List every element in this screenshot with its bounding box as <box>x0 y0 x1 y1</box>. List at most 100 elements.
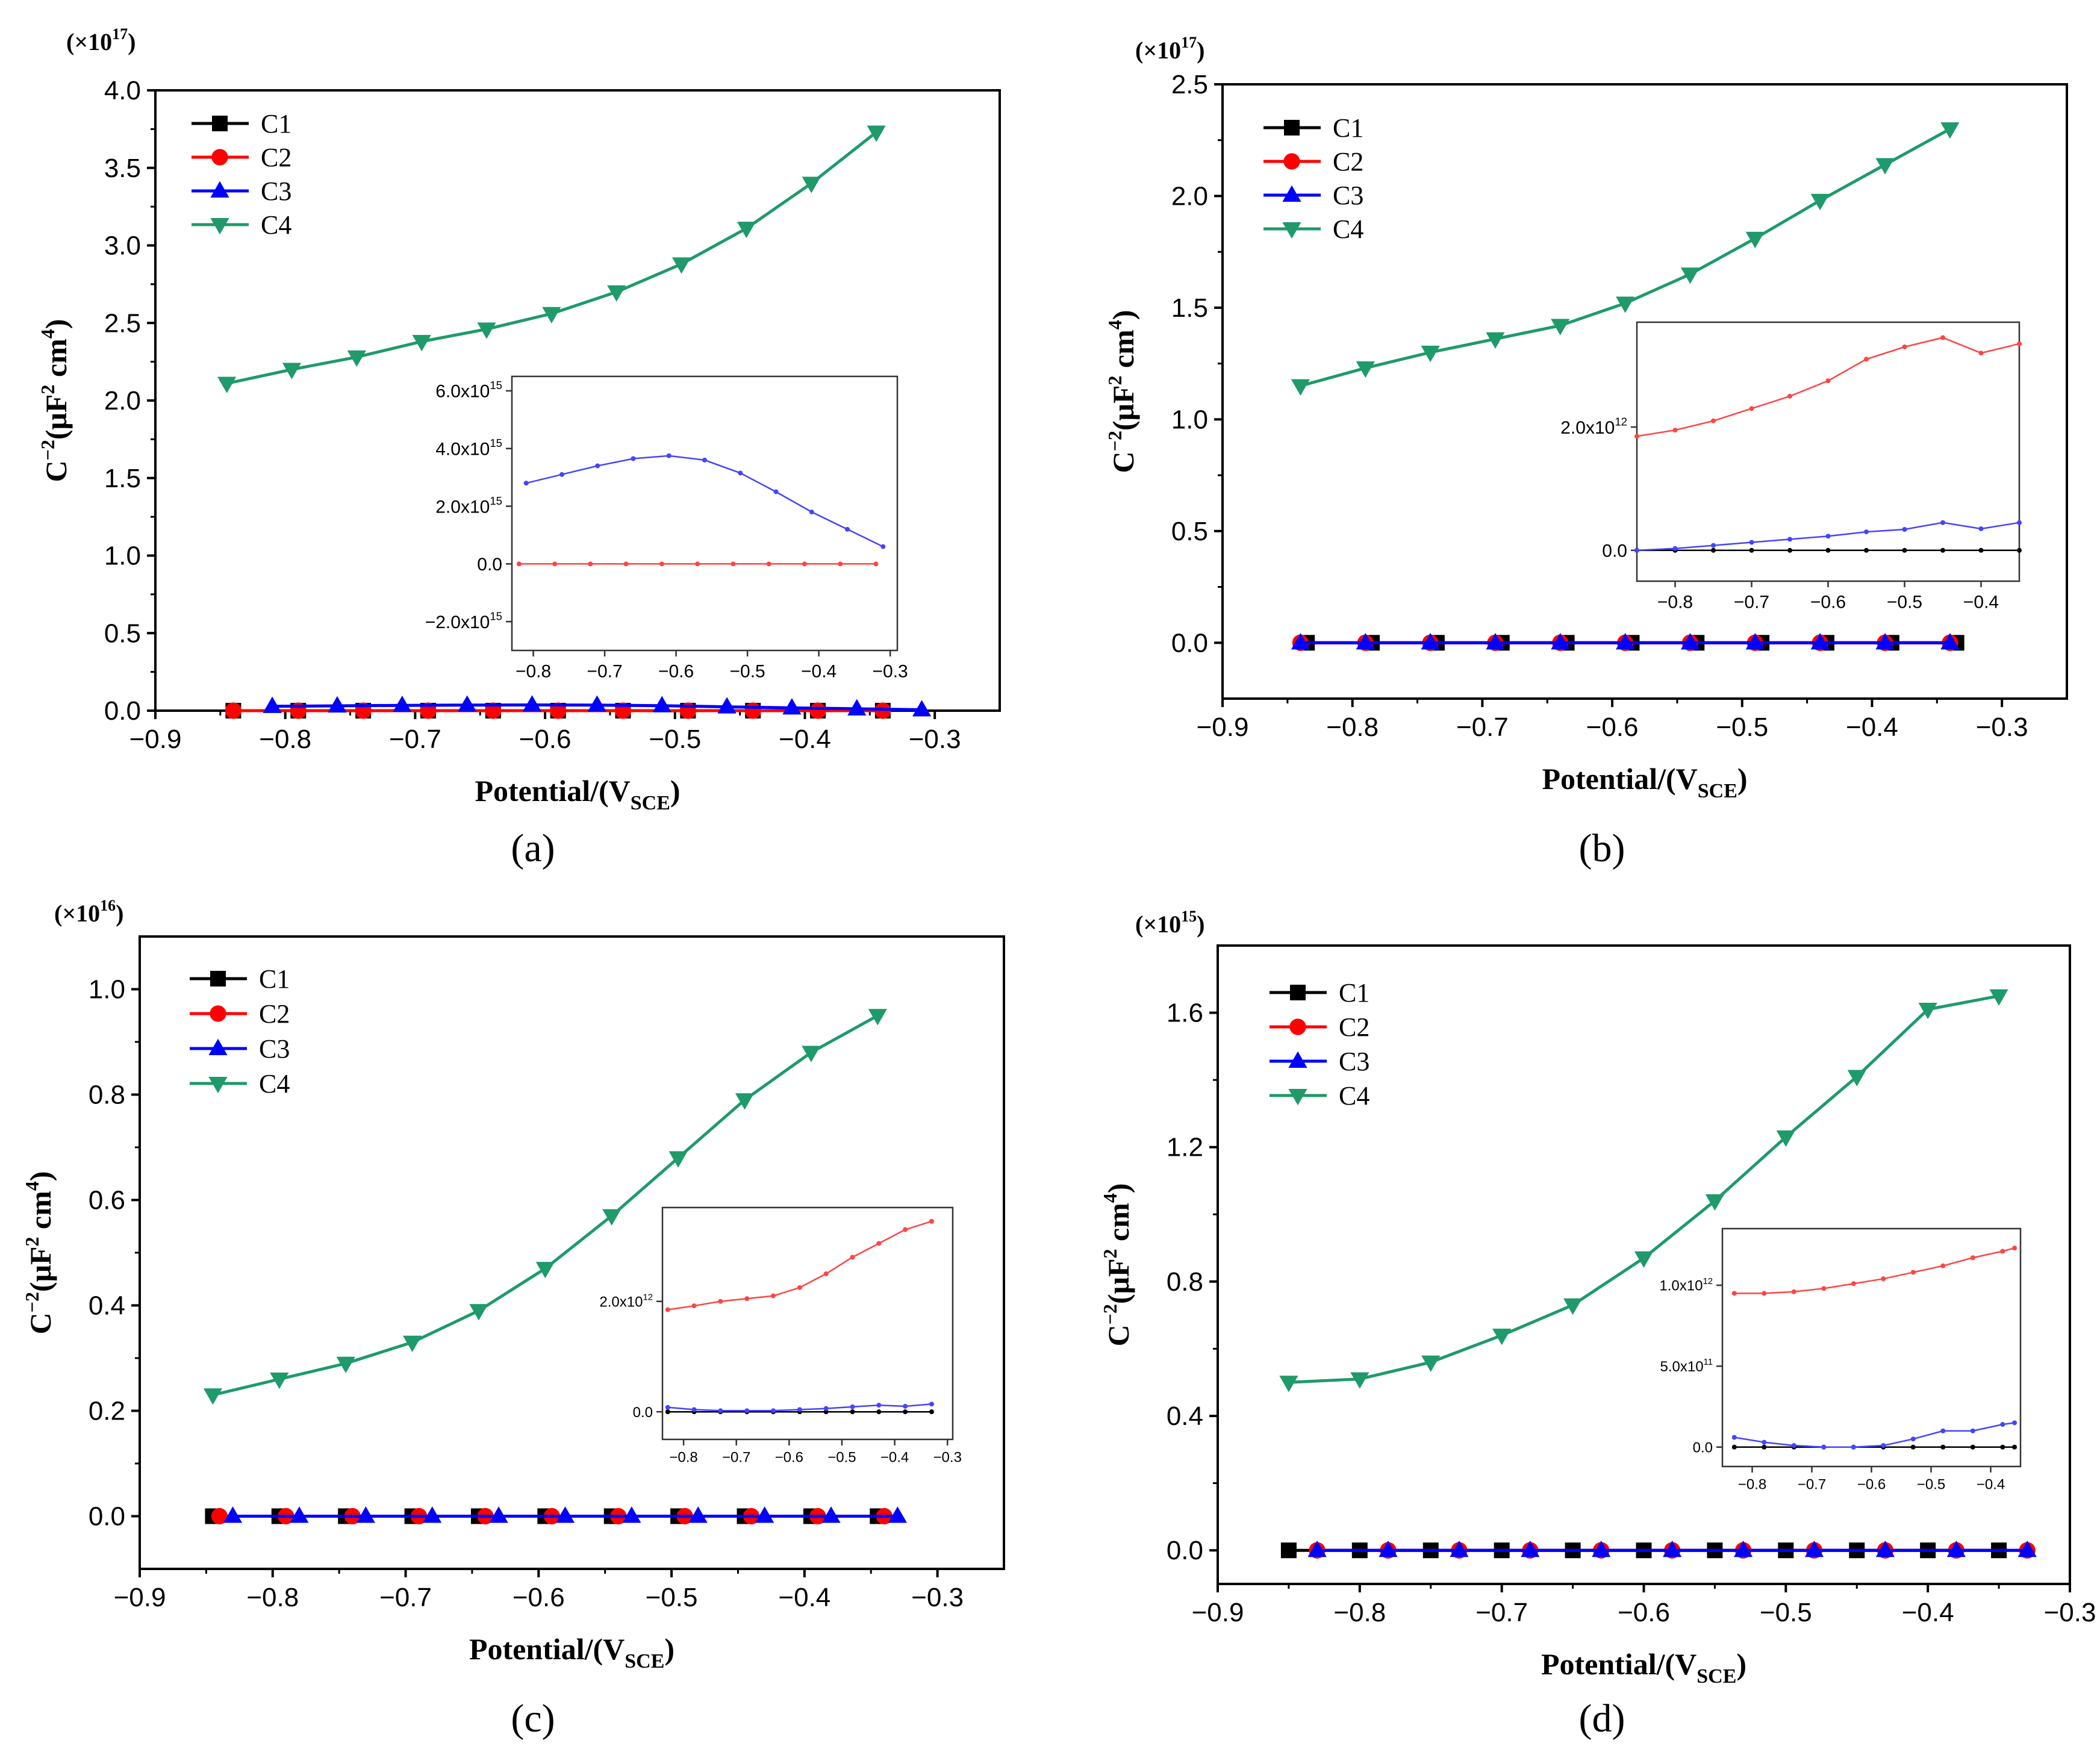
data-point <box>1486 633 1505 650</box>
inset-x-tick-label: −0.6 <box>775 1450 803 1466</box>
data-point <box>755 1506 774 1523</box>
inset-data-point <box>1825 547 1831 553</box>
y-tick-label: 0.5 <box>1171 517 1208 546</box>
inset-data-point <box>838 561 843 567</box>
inset-data-point <box>1762 1439 1767 1445</box>
inset-data-point <box>1711 547 1716 553</box>
inset-x-tick-label: −0.7 <box>1798 1477 1826 1493</box>
legend-item-c1: C1 <box>190 964 290 994</box>
data-point <box>802 1046 821 1062</box>
inset-x-tick-label: −0.6 <box>658 662 694 682</box>
x-tick-label: −0.9 <box>1192 1598 1244 1627</box>
legend-label: C3 <box>1333 181 1363 210</box>
data-point <box>1486 332 1505 349</box>
y-tick-label: 2.0 <box>1171 181 1208 211</box>
legend-item-c4: C4 <box>1263 214 1363 244</box>
inset-data-point <box>1940 335 1945 340</box>
inset-x-tick-label: −0.4 <box>801 662 837 682</box>
inset-x-tick-label: −0.8 <box>1738 1477 1766 1493</box>
data-point <box>555 1506 575 1523</box>
data-point <box>847 699 867 715</box>
inset-frame <box>511 375 899 652</box>
data-point <box>1563 1298 1583 1315</box>
x-tick-label: −0.5 <box>646 1583 698 1612</box>
inset-data-point <box>1970 1444 1975 1450</box>
data-point <box>336 1356 355 1373</box>
x-tick-label: −0.6 <box>519 725 572 754</box>
inset-data-point <box>823 1271 829 1276</box>
inset-data-point <box>659 561 664 567</box>
legend-label: C3 <box>1339 1047 1369 1076</box>
x-tick-label: −0.3 <box>909 725 961 754</box>
inset-data-point <box>1940 520 1945 525</box>
inset-x-tick-label: −0.3 <box>873 662 908 682</box>
data-point <box>1291 633 1310 650</box>
inset-data-point <box>1940 1444 1946 1450</box>
data-point <box>821 1506 841 1523</box>
inset-data-point <box>1970 1428 1975 1433</box>
inset-y-tick-label: 0.0 <box>1693 1439 1713 1456</box>
inset-data-point <box>1787 393 1792 399</box>
inset-y-tick-label: 0.0 <box>633 1404 653 1421</box>
inset-data-point <box>2000 1444 2005 1450</box>
data-point <box>1356 361 1375 378</box>
inset-x-tick-label: −0.5 <box>729 662 765 682</box>
legend-label: C2 <box>1333 147 1363 176</box>
legend-item-c3: C3 <box>1263 181 1363 210</box>
inset-data-point <box>623 561 629 567</box>
data-point <box>602 1209 622 1226</box>
inset-data-point <box>744 1408 750 1414</box>
inset-data-point <box>1749 540 1754 545</box>
inset-data-point <box>666 453 671 458</box>
inset-data-point <box>929 1218 934 1224</box>
x-tick-label: −0.6 <box>1618 1598 1670 1627</box>
data-point <box>912 700 932 717</box>
chart-panel-d: −0.9 −0.8 −0.7 −0.6 −0.5 −0.4 −0.3 0.0 0.4 0.8 1.2… <box>1099 908 2096 1741</box>
data-point <box>1379 1540 1398 1557</box>
panel-caption: (c) <box>511 1697 555 1741</box>
inset-frame <box>661 1206 954 1441</box>
inset-y-tick-label: 0.0 <box>1602 541 1627 561</box>
inset-data-point <box>2017 520 2022 525</box>
inset-data-point <box>2012 1245 2017 1251</box>
inset-data-point <box>1672 546 1678 551</box>
inset-data-point <box>1978 526 1984 531</box>
inset-data-point <box>1672 428 1678 433</box>
inset-data-point <box>876 1403 882 1408</box>
y-tick-label: 1.2 <box>1167 1133 1203 1162</box>
legend-marker <box>1288 1088 1307 1106</box>
legend-label: C4 <box>1339 1081 1369 1111</box>
y-tick-label: 2.0 <box>104 386 141 416</box>
chart-panel-b: −0.9 −0.8 −0.7 −0.6 −0.5 −0.4 −0.3 0.0 0.5 1.0 1.5… <box>1104 34 2068 870</box>
inset-data-point <box>1902 527 1907 532</box>
inset-x-tick-label: −0.7 <box>587 662 622 682</box>
data-point <box>356 1506 375 1523</box>
inset-data-point <box>1910 1444 1916 1450</box>
inset-data-point <box>850 1404 855 1409</box>
inset-data-point <box>929 1401 934 1407</box>
inset-data-point <box>1940 1263 1946 1268</box>
inset-data-point <box>588 561 593 567</box>
data-point <box>225 702 242 719</box>
data-point <box>1421 346 1440 363</box>
inset-data-point <box>929 1409 934 1415</box>
legend-marker <box>210 217 229 235</box>
data-point <box>1492 1329 1512 1345</box>
data-point <box>1592 1540 1611 1557</box>
y-tick-label: 0.0 <box>1171 628 1208 658</box>
data-point <box>1680 633 1700 650</box>
inset-data-point <box>1821 1444 1827 1450</box>
legend-marker <box>1282 222 1301 239</box>
data-point <box>1918 1002 1937 1020</box>
y-tick-label: 0.0 <box>89 1502 125 1532</box>
inset-data-point <box>1711 543 1716 548</box>
data-point <box>347 350 366 367</box>
inset-y-tick-label: 6.0x1015 <box>435 379 502 402</box>
inset-data-point <box>1864 529 1869 535</box>
x-tick-label: −0.3 <box>911 1583 964 1612</box>
legend-label: C1 <box>259 964 290 994</box>
inset-data-point <box>559 472 564 477</box>
inset-data-point <box>718 1298 723 1304</box>
y-tick-label: 1.6 <box>1167 999 1203 1028</box>
x-tick-label: −0.8 <box>1333 1598 1386 1627</box>
